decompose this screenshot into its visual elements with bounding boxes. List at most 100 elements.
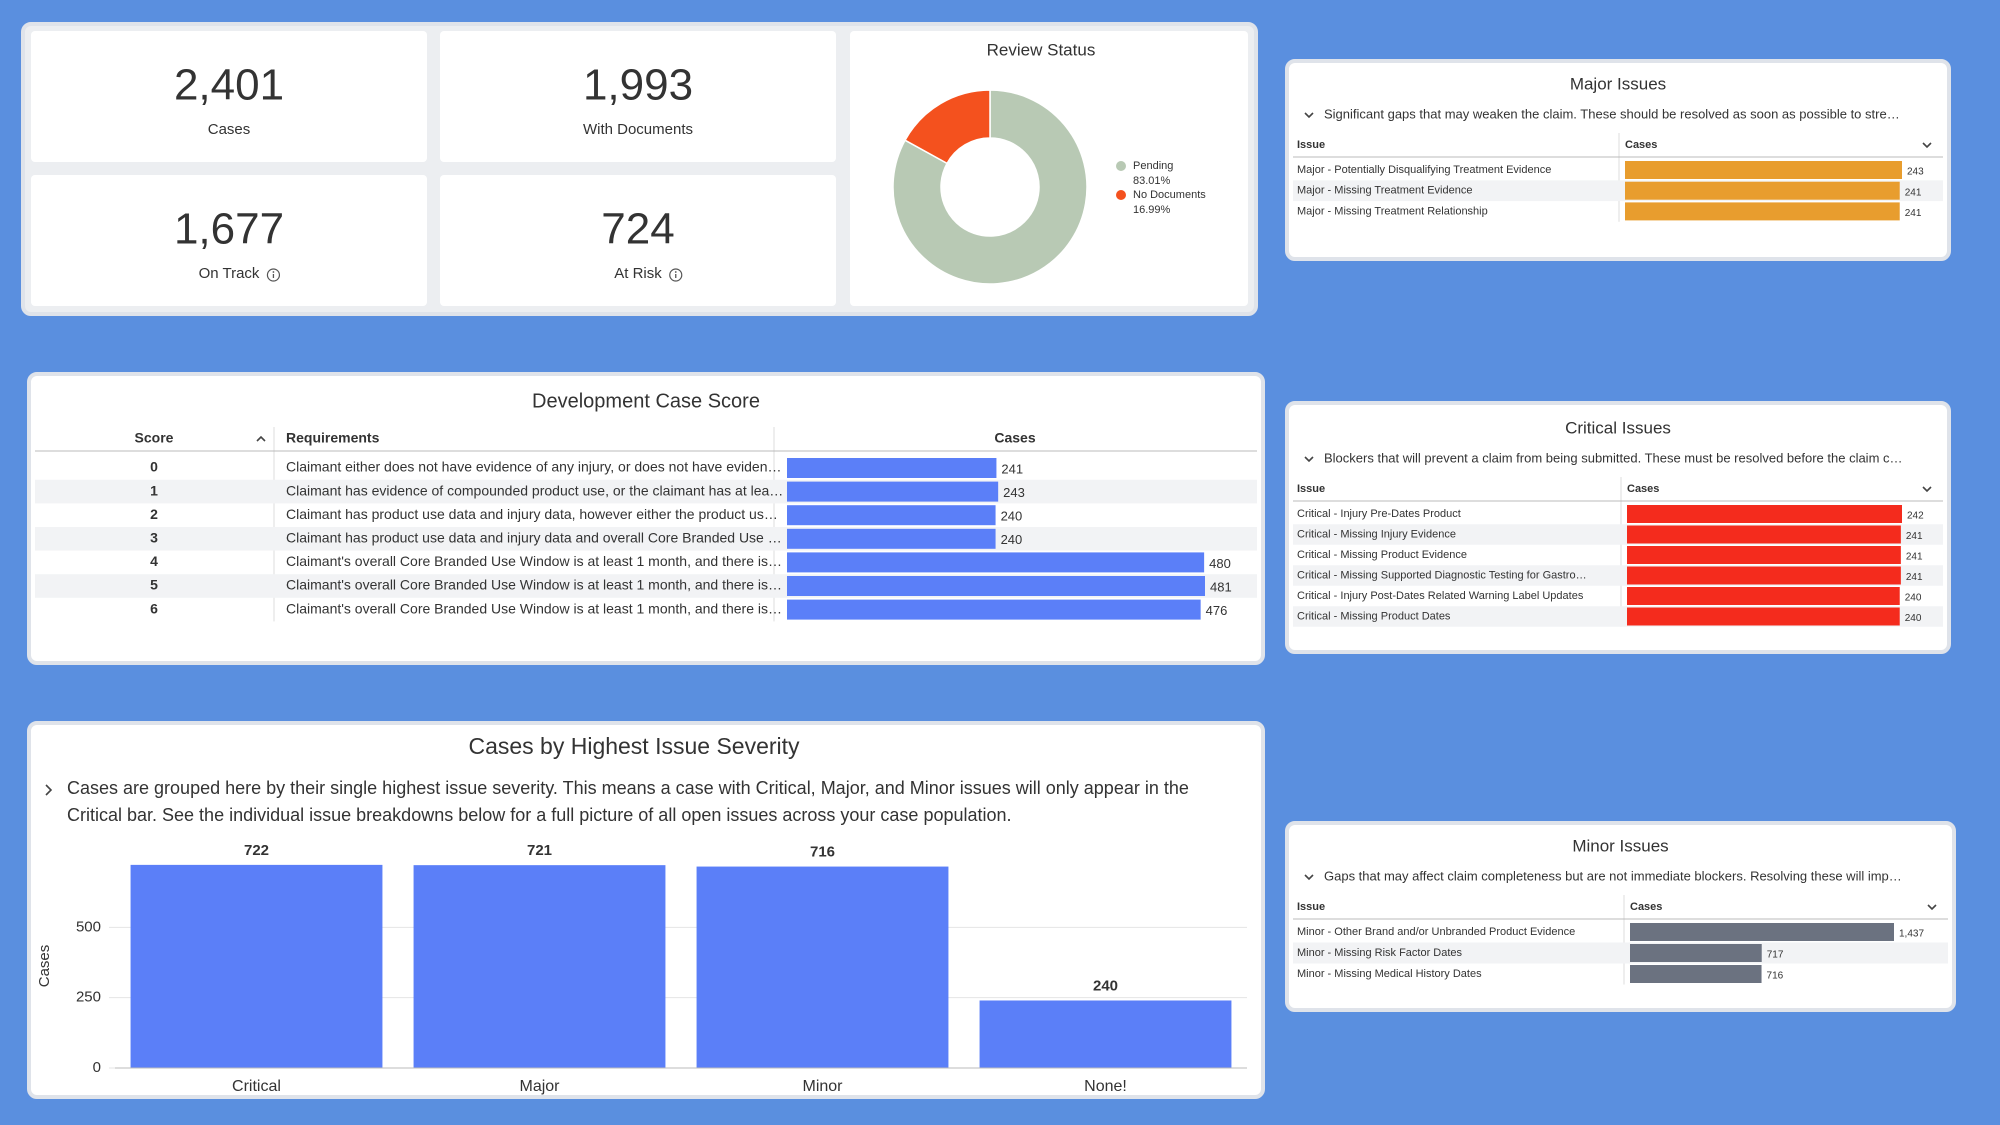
chart-subtitle: Gaps that may affect claim completeness … — [1324, 868, 1902, 883]
row-label: Critical - Missing Product Evidence — [1297, 549, 1467, 561]
chevron[interactable] — [1922, 142, 1932, 149]
value-label: 241 — [1905, 208, 1922, 219]
chart-title: Development Case Score — [532, 390, 760, 412]
value-label: 243 — [1907, 167, 1924, 178]
row-requirement: Claimant's overall Core Branded Use Wind… — [286, 600, 782, 616]
value-label: 716 — [810, 844, 835, 861]
x-tick-label: Major — [519, 1078, 560, 1095]
bar — [787, 505, 996, 526]
value-label: 241 — [1906, 572, 1923, 583]
column-header: Issue — [1297, 483, 1325, 495]
subtitle-box: Cases are grouped here by their single h… — [67, 778, 1189, 825]
chevron[interactable] — [1304, 456, 1314, 463]
row-label: Critical - Missing Product Dates — [1297, 610, 1451, 622]
value-label: 240 — [1905, 593, 1922, 604]
row-label: 2 — [150, 506, 158, 522]
column-header: Cases — [1630, 901, 1662, 913]
legend-swatch — [1116, 161, 1126, 171]
row-label: 4 — [150, 553, 158, 569]
row-label: 5 — [150, 577, 158, 593]
value-label: 241 — [1906, 552, 1923, 563]
value-label: 241 — [1906, 531, 1923, 542]
chevron[interactable] — [1922, 486, 1932, 493]
kpi-value: 1,993 — [583, 61, 693, 110]
row-label: Minor - Other Brand and/or Unbranded Pro… — [1297, 926, 1575, 938]
value-label: 241 — [1905, 187, 1922, 198]
donut-slice — [904, 89, 991, 165]
kpi-card — [440, 175, 836, 306]
kpi-label: Cases — [208, 121, 251, 138]
y-tick-label: 250 — [76, 989, 101, 1006]
chart-subtitle: Blockers that will prevent a claim from … — [1324, 450, 1903, 465]
bar — [787, 599, 1201, 620]
row-label: 1 — [150, 482, 158, 498]
chevron[interactable] — [256, 435, 266, 442]
chart-title: Minor Issues — [1572, 836, 1668, 855]
legend-swatch — [1116, 190, 1126, 200]
y-axis-label: Cases — [36, 945, 53, 988]
x-tick-label: Minor — [802, 1078, 843, 1095]
row-label: Critical - Missing Injury Evidence — [1297, 528, 1456, 540]
value-label: 481 — [1210, 579, 1232, 594]
row-label: Critical - Injury Pre-Dates Product — [1297, 508, 1461, 520]
kpi-card — [31, 175, 427, 306]
column-header: Cases — [1625, 139, 1657, 151]
row-label: 3 — [150, 530, 158, 546]
chart-subtitle: Cases are grouped here by their single h… — [67, 778, 1189, 825]
column-header: Issue — [1297, 139, 1325, 151]
legend-value: 16.99% — [1133, 204, 1171, 216]
kpi-label: At Risk — [614, 265, 662, 282]
bar — [1625, 202, 1900, 221]
kpi-label: On Track — [199, 265, 260, 282]
value-label: 480 — [1209, 556, 1231, 571]
value-label: 716 — [1767, 971, 1784, 982]
kpi-value: 724 — [601, 205, 674, 254]
value-label: 722 — [244, 842, 269, 859]
bar — [1625, 161, 1902, 179]
bar — [1627, 546, 1901, 564]
info-icon[interactable] — [669, 268, 683, 282]
value-label: 240 — [1001, 532, 1023, 547]
chart-title: Review Status — [987, 40, 1096, 59]
row-label: Critical - Missing Supported Diagnostic … — [1297, 569, 1587, 581]
kpi-value: 2,401 — [174, 61, 284, 110]
bar — [1630, 923, 1894, 941]
y-tick-label: 0 — [93, 1059, 101, 1076]
row-label: Minor - Missing Risk Factor Dates — [1297, 947, 1463, 959]
info-icon-dot — [272, 271, 275, 273]
kpi-card — [440, 31, 836, 162]
bar — [1630, 944, 1762, 962]
column-header: Cases — [994, 430, 1035, 446]
chevron[interactable] — [1304, 874, 1314, 881]
value-label: 243 — [1003, 485, 1025, 500]
chart-title: Critical Issues — [1565, 418, 1671, 437]
column-header: Cases — [1627, 483, 1659, 495]
donut-slice — [892, 89, 1088, 285]
y-tick-label: 500 — [76, 918, 101, 935]
row-label: Critical - Injury Post-Dates Related War… — [1297, 590, 1584, 602]
bar — [1627, 566, 1901, 585]
bar — [1625, 181, 1900, 200]
column-header: Issue — [1297, 901, 1325, 913]
value-label: 717 — [1767, 950, 1784, 961]
chevron[interactable] — [1927, 904, 1937, 911]
legend-value: 83.01% — [1133, 175, 1171, 187]
bar — [787, 481, 999, 502]
value-label: 242 — [1907, 511, 1924, 522]
row-requirement: Claimant has product use data and injury… — [286, 506, 778, 522]
chevron[interactable] — [1304, 112, 1314, 119]
bar — [787, 458, 997, 478]
info-icon-dot — [674, 271, 677, 273]
info-icon[interactable] — [266, 268, 281, 282]
chart-title: Cases by Highest Issue Severity — [468, 733, 800, 759]
bar — [1627, 505, 1902, 523]
column-header: Score — [135, 430, 174, 446]
bar — [130, 864, 383, 1068]
bar — [1627, 607, 1900, 626]
chart-subtitle: Significant gaps that may weaken the cla… — [1324, 106, 1900, 121]
bar — [1630, 965, 1762, 983]
row-label: Major - Missing Treatment Evidence — [1297, 185, 1472, 197]
chevron[interactable] — [45, 784, 53, 796]
value-label: 721 — [527, 842, 552, 859]
row-requirement: Claimant either does not have evidence o… — [286, 459, 781, 475]
